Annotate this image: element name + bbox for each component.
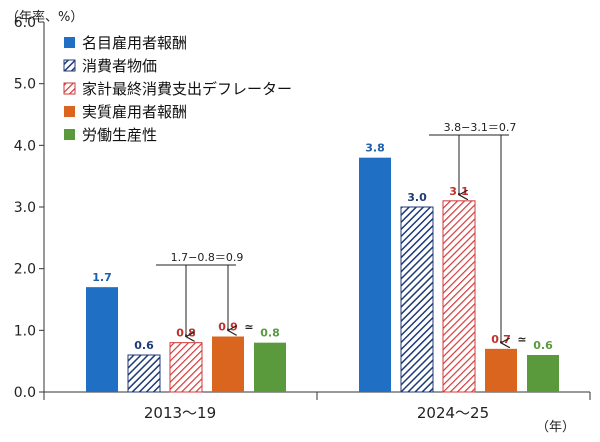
legend-label: 実質雇用者報酬 xyxy=(82,103,187,121)
legend-label: 名目雇用者報酬 xyxy=(82,34,187,52)
bars: 1.70.60.8 0.9 0.8≃3.83.0 3.10.7 0.6≃ xyxy=(86,142,559,393)
y-tick-label: 3.0 xyxy=(14,200,36,216)
legend-swatch xyxy=(63,59,76,72)
data-label: 3.0 xyxy=(407,191,427,204)
bar-1-2013-19 xyxy=(86,287,118,392)
y-tick-label: 6.0 xyxy=(14,15,36,31)
legend-label: 労働生産性 xyxy=(82,126,157,144)
annotation-text: 3.8−3.1＝0.7 xyxy=(444,121,517,134)
bar-3-2024-25 xyxy=(442,200,476,393)
x-category-label: 2013～19 xyxy=(144,404,216,422)
data-label: 0.6 xyxy=(134,339,154,352)
x-category-label: 2024～25 xyxy=(417,404,489,422)
category-labels: 2013～19 2024～25 xyxy=(144,404,489,422)
approx-symbol: ≃ xyxy=(244,321,253,334)
y-tick-label: 2.0 xyxy=(14,262,36,278)
data-label: 3.8 xyxy=(365,142,385,155)
data-label: 0.8 xyxy=(260,327,280,340)
bar-5-2024-25 xyxy=(527,355,559,392)
data-label: 0.6 xyxy=(533,339,553,352)
legend-label: 家計最終消費支出デフレーター xyxy=(82,80,292,98)
y-axis: 0.0 1.0 2.0 3.0 4.0 5.0 6.0 xyxy=(14,15,591,401)
bar-2-2024-25 xyxy=(400,206,434,393)
legend-swatch xyxy=(64,106,75,117)
y-tick-label: 0.0 xyxy=(14,385,36,401)
bar-4-2013-19 xyxy=(212,336,244,392)
bar-3-2013-19 xyxy=(169,342,203,393)
legend-swatch xyxy=(64,129,75,140)
legend-label: 消費者物価 xyxy=(82,57,157,75)
annotations: 1.7−0.8＝0.9 3.8−3.1＝0.7 xyxy=(156,121,516,343)
y-tick-label: 4.0 xyxy=(14,138,36,154)
y-unit-label: （年率、%） xyxy=(6,9,83,25)
y-tick-label: 5.0 xyxy=(14,77,36,93)
approx-symbol: ≃ xyxy=(517,333,526,346)
data-label: 1.7 xyxy=(92,271,112,284)
bar-4-2024-25 xyxy=(485,348,517,392)
annotation-text: 1.7−0.8＝0.9 xyxy=(171,251,244,264)
legend-swatch xyxy=(63,82,76,95)
x-unit-label: （年） xyxy=(536,420,575,435)
bar-1-2024-25 xyxy=(359,157,391,392)
y-tick-label: 1.0 xyxy=(14,323,36,339)
bar-2-2013-19 xyxy=(127,354,161,393)
bar-5-2013-19 xyxy=(254,342,286,392)
legend-swatch xyxy=(64,37,75,48)
